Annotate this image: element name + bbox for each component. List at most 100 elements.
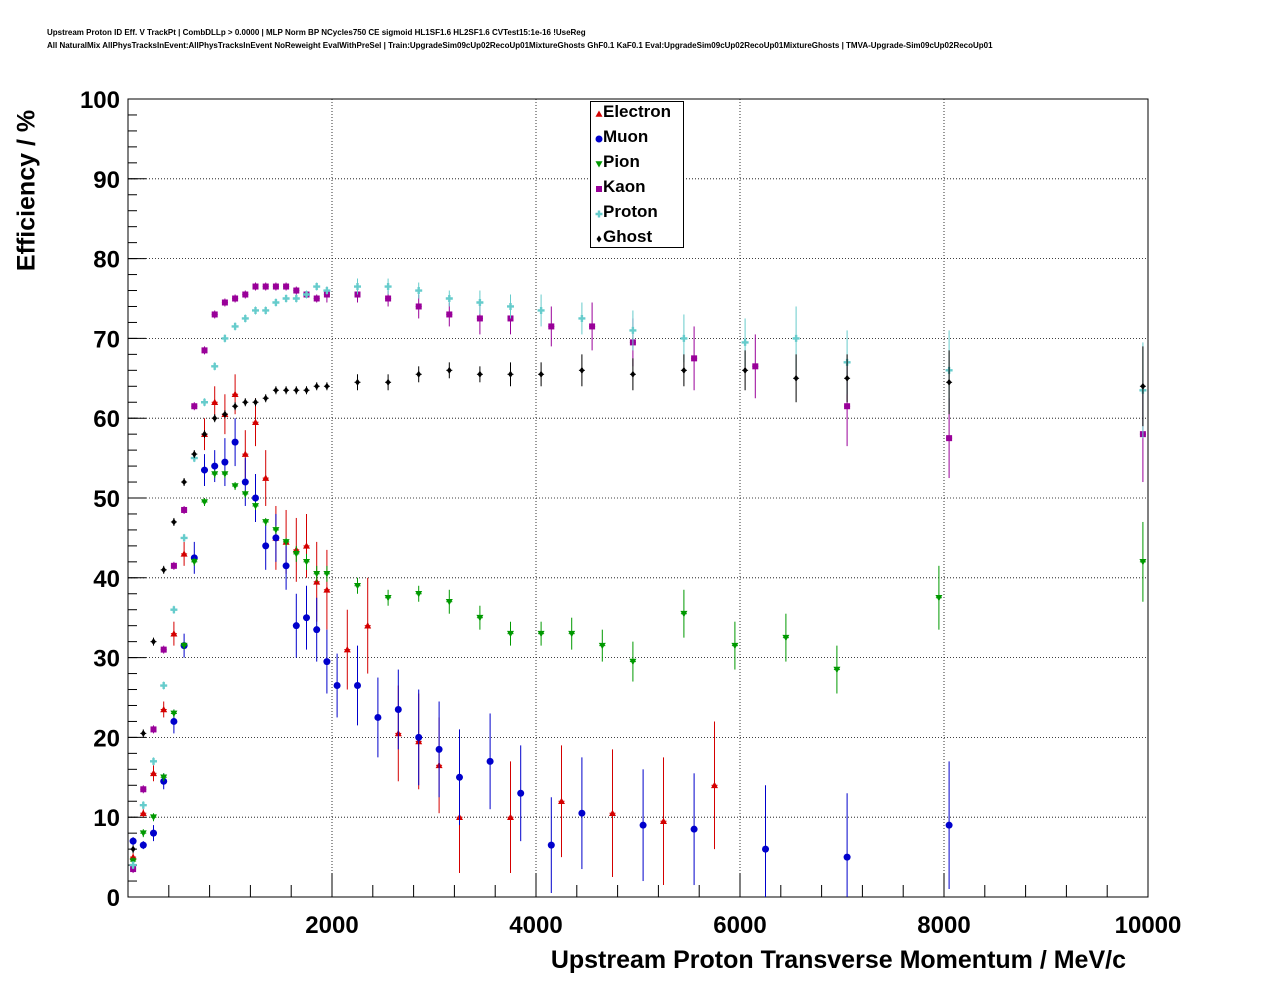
pion-point xyxy=(170,710,178,717)
muon-point xyxy=(231,438,239,446)
pion-point xyxy=(150,814,157,821)
proton-point xyxy=(211,362,219,370)
pion-point xyxy=(323,571,331,578)
pion-point xyxy=(568,630,576,638)
series-pion xyxy=(129,470,1147,866)
kaon-point xyxy=(946,435,953,442)
ghost-point xyxy=(283,386,289,394)
muon-point xyxy=(374,713,382,721)
proton-point xyxy=(221,334,229,342)
kaon-point xyxy=(844,403,851,410)
muon-point xyxy=(201,466,208,474)
electron-point xyxy=(139,809,147,817)
y-tick-label: 20 xyxy=(93,725,120,752)
legend-marker-pion xyxy=(595,161,603,168)
pion-point xyxy=(139,830,147,837)
legend-marker-electron xyxy=(595,110,603,117)
ghost-point xyxy=(844,374,850,382)
ghost-point xyxy=(181,478,187,486)
ghost-point xyxy=(212,414,218,422)
y-axis-label: Efficiency / % xyxy=(12,109,41,272)
electron-point xyxy=(160,705,168,713)
legend-label: Kaon xyxy=(603,177,646,196)
x-tick-label: 8000 xyxy=(917,912,970,939)
ghost-point xyxy=(171,518,177,526)
proton-point xyxy=(150,757,157,765)
y-tick-label: 50 xyxy=(93,486,120,513)
proton-point xyxy=(323,287,331,295)
muon-point xyxy=(241,478,249,486)
y-tick-label: 80 xyxy=(93,247,120,274)
electron-point xyxy=(303,542,310,549)
x-tick-label: 6000 xyxy=(713,912,766,939)
kaon-point xyxy=(283,283,290,290)
electron-point xyxy=(241,450,249,457)
muon-point xyxy=(843,853,851,861)
muon-point xyxy=(547,841,555,849)
ghost-point xyxy=(324,382,330,390)
ghost-point xyxy=(742,366,748,374)
legend-marker-kaon xyxy=(596,186,602,192)
legend-label: Proton xyxy=(603,202,658,221)
legend-marker-shape xyxy=(595,135,603,143)
ghost-point xyxy=(232,402,238,410)
electron-point xyxy=(180,550,188,557)
pion-point xyxy=(680,610,688,618)
y-tick-label: 90 xyxy=(93,167,120,194)
ghost-point xyxy=(253,398,258,406)
muon-point xyxy=(578,809,586,817)
kaon-point xyxy=(252,283,259,290)
legend-marker-shape xyxy=(595,210,603,218)
legend-label: Pion xyxy=(603,152,640,171)
ghost-point xyxy=(293,386,299,394)
ghost-point xyxy=(477,370,483,378)
pion-point xyxy=(252,503,259,510)
pion-point xyxy=(629,658,637,666)
legend-marker-shape xyxy=(595,161,603,168)
ghost-point xyxy=(222,410,228,418)
pion-point xyxy=(782,634,790,642)
legend-marker-shape xyxy=(595,110,603,117)
proton-point xyxy=(139,801,147,809)
chart-title-line-2: All NaturalMix AllPhysTracksInEvent:AllP… xyxy=(47,41,993,50)
ghost-point xyxy=(304,386,309,394)
ghost-point xyxy=(1140,382,1146,390)
muon-point xyxy=(762,845,769,853)
muon-point xyxy=(313,626,321,634)
x-axis-label: Upstream Proton Transverse Momentum / Me… xyxy=(550,946,1126,974)
kaon-point xyxy=(221,299,228,306)
muon-point xyxy=(486,757,494,765)
ghost-point xyxy=(130,845,136,853)
muon-point xyxy=(221,458,229,466)
muon-point xyxy=(435,745,443,753)
legend-marker-muon xyxy=(595,135,603,143)
ghost-point xyxy=(793,374,799,382)
proton-point xyxy=(303,291,310,299)
muon-point xyxy=(150,829,157,837)
pion-point xyxy=(211,471,219,478)
electron-point xyxy=(343,646,351,653)
series-ghost xyxy=(130,346,1146,854)
x-tick-label: 10000 xyxy=(1115,912,1182,939)
ghost-point xyxy=(202,430,207,438)
chart-legend: Electron Muon Pion Kaon Proton Ghost xyxy=(590,101,684,248)
muon-point xyxy=(394,705,402,713)
pion-point xyxy=(180,642,188,650)
electron-point xyxy=(609,809,616,817)
electron-point xyxy=(211,398,219,406)
ghost-point xyxy=(579,366,585,374)
y-tick-label: 60 xyxy=(93,406,120,433)
proton-point xyxy=(629,326,637,334)
kaon-point xyxy=(313,295,320,302)
electron-point xyxy=(711,781,718,789)
pion-point xyxy=(241,491,249,498)
legend-item-muon: Muon xyxy=(591,127,685,152)
proton-point xyxy=(292,295,300,302)
electron-point xyxy=(364,622,372,629)
pion-point xyxy=(833,666,841,674)
pion-point xyxy=(598,642,606,650)
muon-point xyxy=(354,682,361,690)
legend-marker-shape xyxy=(596,235,602,243)
proton-point xyxy=(252,306,259,314)
y-tick-label: 0 xyxy=(107,885,120,912)
